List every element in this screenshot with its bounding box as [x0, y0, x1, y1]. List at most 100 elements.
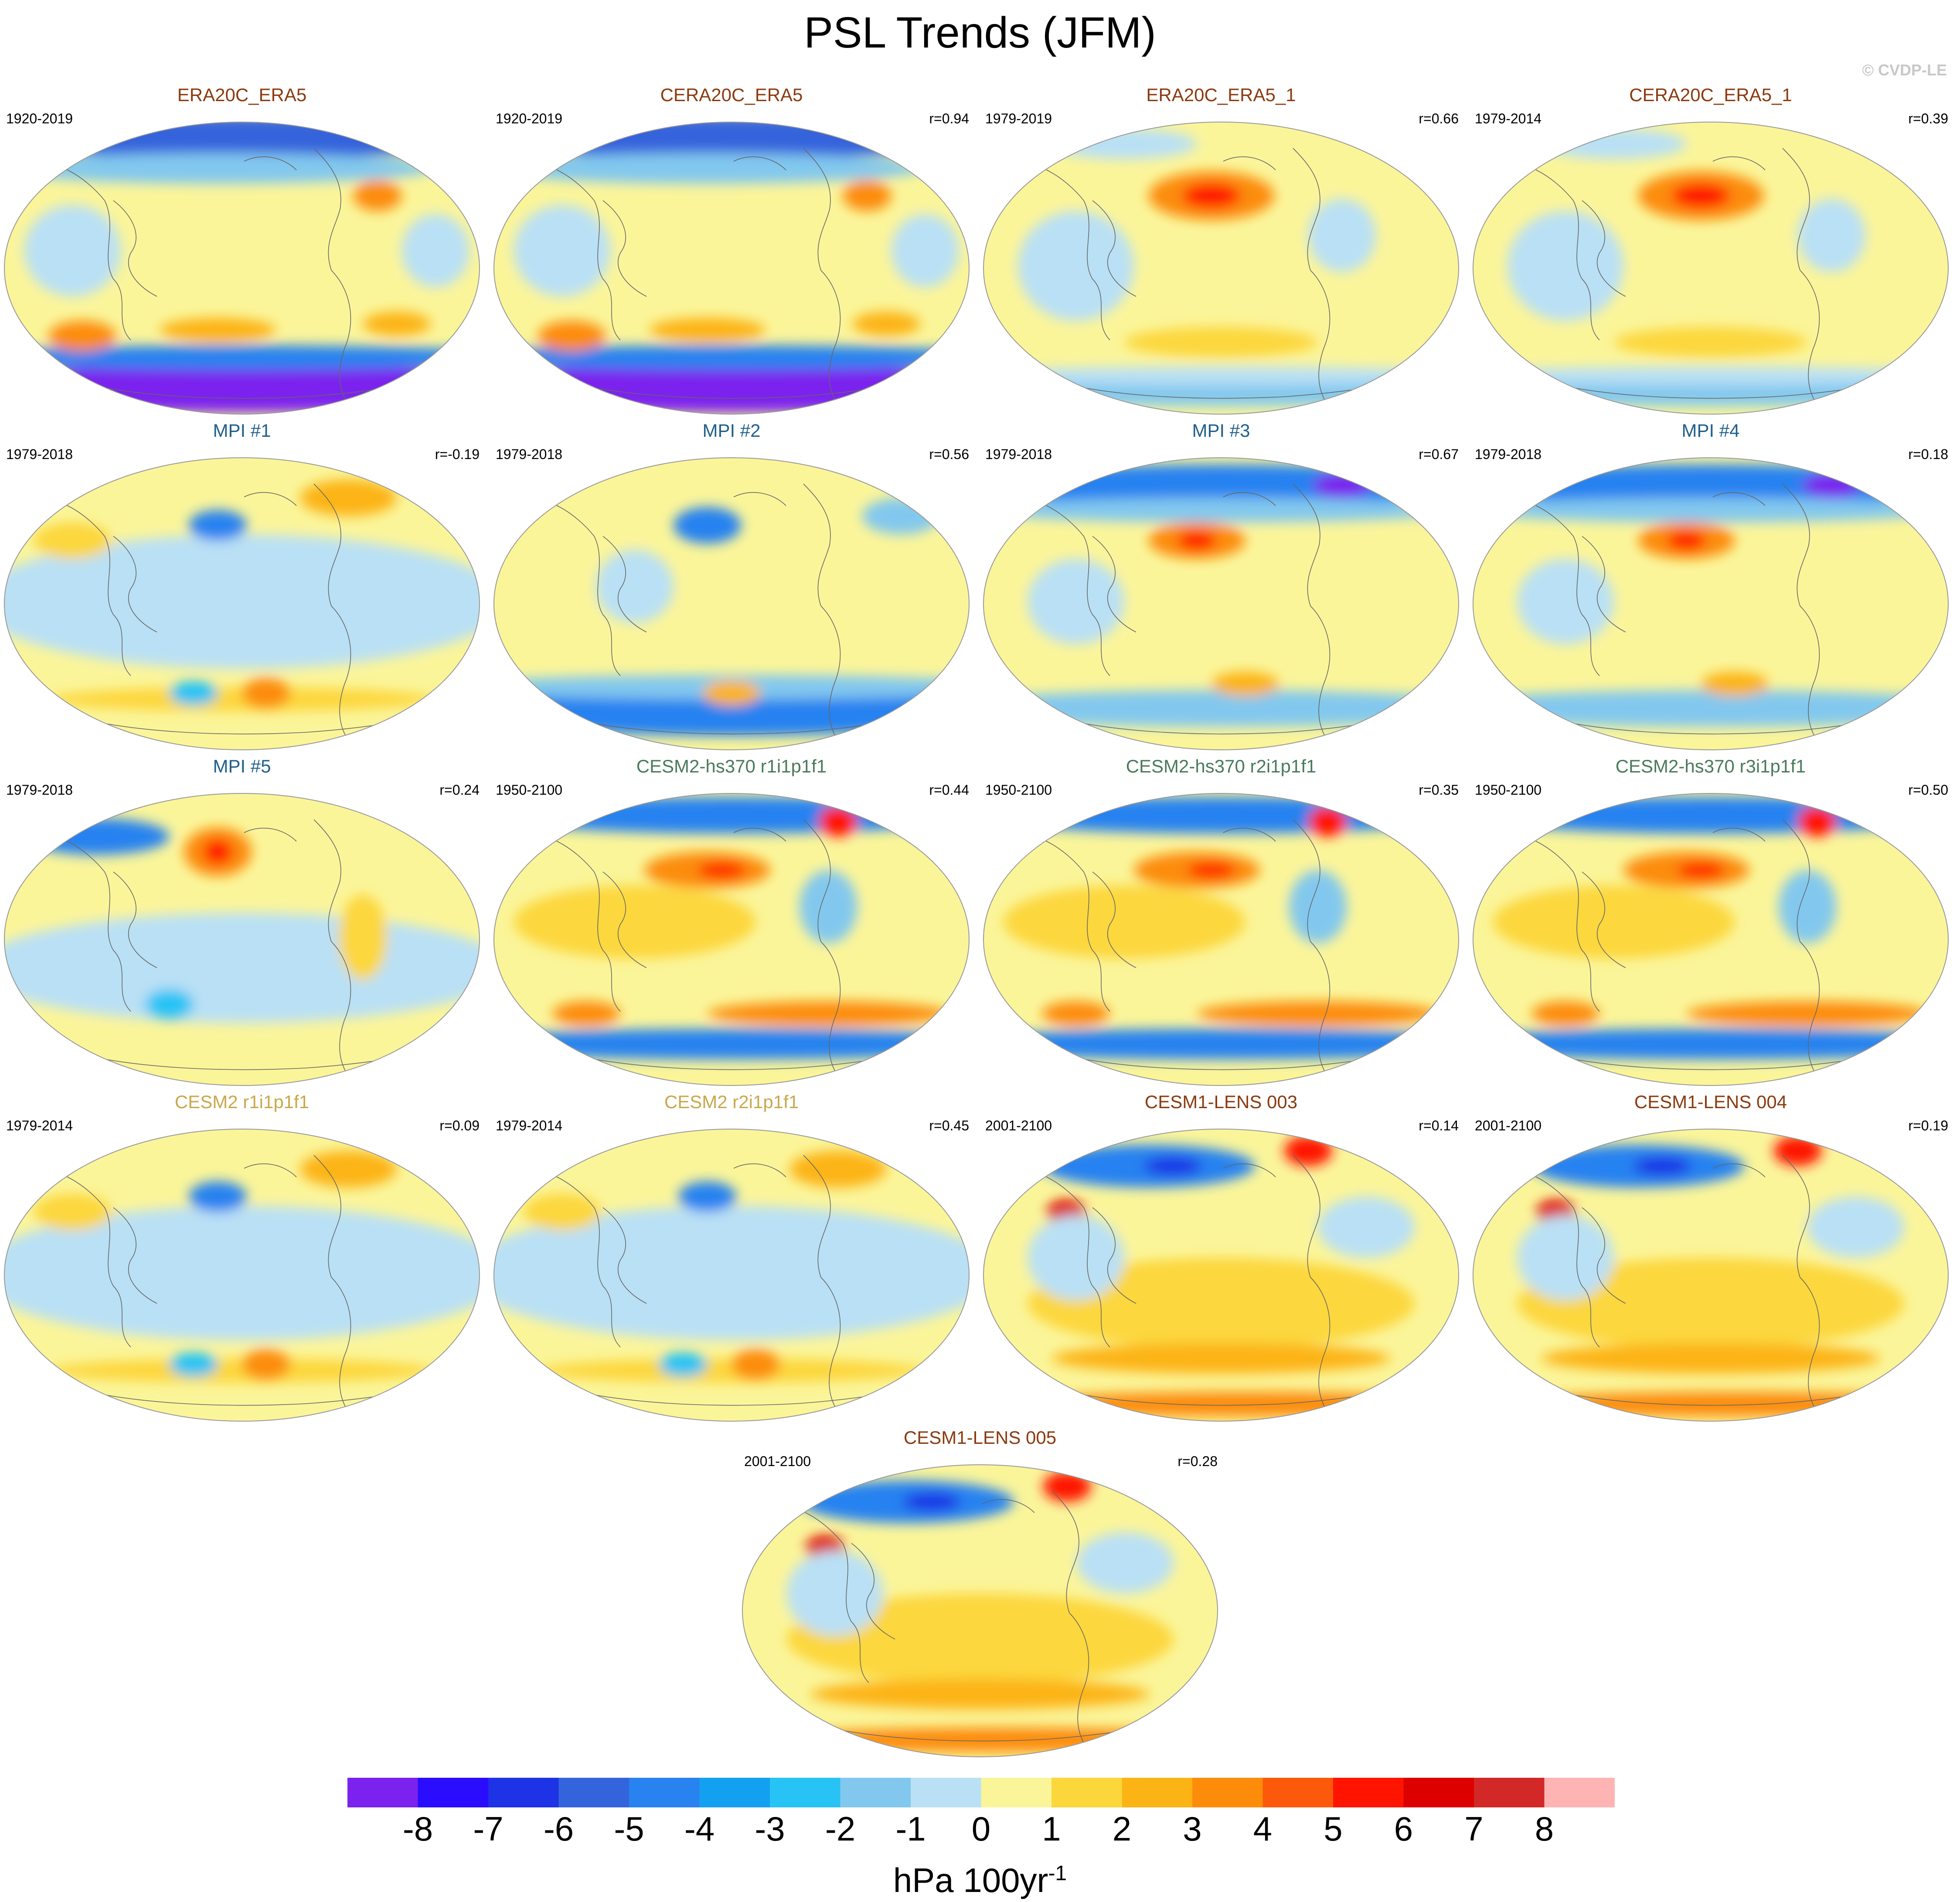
coastline: [1223, 827, 1276, 842]
map-outline: [1473, 457, 1949, 750]
colorbar-swatch: [1474, 1778, 1545, 1807]
trend-anomaly: [242, 678, 290, 708]
colorbar-tick-label: 7: [1464, 1810, 1484, 1848]
trend-anomaly: [145, 989, 194, 1020]
coastline: [1310, 941, 1330, 1077]
panel-correlation: r=0.28: [1177, 1453, 1218, 1469]
colorbar-tick-label: 5: [1324, 1810, 1343, 1848]
coastline: [1092, 536, 1137, 633]
trend-anomaly: [702, 681, 761, 705]
colorbar-tick-label: -5: [614, 1810, 644, 1848]
trend-map: [1473, 793, 1949, 1086]
trend-anomaly: [1797, 806, 1837, 837]
trend-map: [1473, 1129, 1949, 1422]
panel-correlation: r=0.44: [929, 782, 969, 798]
trend-anomaly: [862, 498, 940, 534]
panel-title: CERA20C_ERA5_1: [1629, 85, 1792, 105]
coastline: [1293, 148, 1320, 271]
colorbar-swatch: [1544, 1778, 1615, 1807]
coastline: [331, 270, 351, 406]
coastline: [1712, 156, 1766, 170]
coastline: [244, 492, 297, 506]
map-panel: CESM2-hs370 r1i1p1f1 1950-2100 r=0.44: [490, 754, 973, 1090]
panel-title: ERA20C_ERA5: [177, 85, 307, 105]
panel-title: MPI #5: [213, 756, 271, 776]
trend-anomaly: [4, 153, 436, 184]
colorbar-tick-label: 0: [971, 1810, 991, 1848]
panel-correlation: r=0.56: [929, 446, 969, 462]
trend-anomaly: [1308, 199, 1376, 272]
trend-anomaly: [4, 534, 480, 669]
trend-map: [983, 457, 1459, 750]
colorbar-tick-label: -6: [543, 1810, 574, 1848]
coastline: [313, 819, 341, 942]
coastline: [1712, 1163, 1766, 1177]
trend-anomaly: [786, 1593, 1174, 1685]
trend-anomaly: [169, 1352, 218, 1377]
trend-map: [1473, 122, 1949, 415]
coastline: [820, 270, 841, 406]
trend-anomaly: [1318, 1197, 1415, 1258]
panel-title: CESM2 r1i1p1f1: [174, 1092, 310, 1112]
colorbar-tick-label: 2: [1112, 1810, 1132, 1848]
trend-anomaly: [1043, 1471, 1092, 1502]
trend-anomaly: [659, 1352, 708, 1377]
trend-anomaly: [1493, 885, 1735, 959]
coastline: [331, 941, 351, 1077]
trend-anomaly: [1473, 797, 1948, 834]
trend-anomaly: [649, 318, 766, 342]
colorbar-swatch: [911, 1778, 981, 1807]
panel-title: CESM2-hs370 r3i1p1f1: [1615, 756, 1806, 776]
map-panel: CERA20C_ERA5 1920-2019 r=0.94: [490, 83, 973, 419]
trend-anomaly: [339, 895, 387, 980]
map-outline: [4, 122, 480, 415]
coastline: [1293, 483, 1320, 606]
units-label: hPa 100yr: [893, 1861, 1048, 1899]
panel-period: 1979-2014: [496, 1118, 563, 1133]
map-panel: MPI #1 1979-2018 r=-0.19: [0, 419, 484, 754]
panel-period: 2001-2100: [744, 1453, 811, 1469]
trend-anomaly: [1778, 870, 1837, 943]
trend-anomaly: [1473, 690, 1948, 727]
trend-map: [983, 1129, 1459, 1422]
panel-correlation: r=0.19: [1908, 1118, 1948, 1133]
map-panel: CESM2 r2i1p1f1 1979-2014 r=0.45: [490, 1090, 973, 1426]
trend-anomaly: [673, 507, 742, 544]
coastline: [1293, 819, 1320, 942]
colorbar-swatch: [840, 1778, 911, 1807]
map-outline: [983, 122, 1459, 415]
coastline: [1223, 156, 1276, 170]
trend-anomaly: [1051, 1343, 1391, 1374]
coastline: [113, 536, 157, 633]
panel-title: CESM2 r2i1p1f1: [664, 1092, 799, 1112]
trend-anomaly: [1473, 367, 1948, 385]
panel-title: CESM1-LENS 005: [903, 1427, 1057, 1448]
coastline: [1782, 819, 1810, 942]
trend-anomaly: [698, 862, 746, 878]
colorbar-swatch: [558, 1778, 630, 1807]
coastline: [1310, 1277, 1330, 1413]
trend-anomaly: [678, 1181, 737, 1212]
trend-anomaly: [1517, 559, 1614, 644]
coastline: [602, 1207, 647, 1304]
trend-anomaly: [1211, 672, 1279, 696]
panel-title: CERA20C_ERA5: [660, 85, 803, 105]
trend-map: [493, 793, 970, 1086]
trend-anomaly: [160, 318, 276, 342]
colorbar-swatch: [347, 1778, 418, 1807]
coastline: [1069, 1613, 1089, 1749]
trend-anomaly: [300, 1151, 397, 1187]
coastline: [244, 1163, 297, 1177]
trend-anomaly: [1773, 1136, 1822, 1166]
coastline: [1092, 1207, 1137, 1304]
map-outline: [493, 122, 970, 415]
trend-anomaly: [1807, 1197, 1904, 1258]
trend-anomaly: [1802, 473, 1861, 498]
coastline: [820, 941, 841, 1077]
trend-anomaly: [1541, 1343, 1880, 1374]
trend-anomaly: [514, 205, 611, 296]
trend-anomaly: [203, 840, 232, 864]
trend-anomaly: [1017, 211, 1134, 321]
panel-period: 1979-2018: [985, 446, 1052, 462]
colorbar-swatch: [1122, 1778, 1193, 1807]
